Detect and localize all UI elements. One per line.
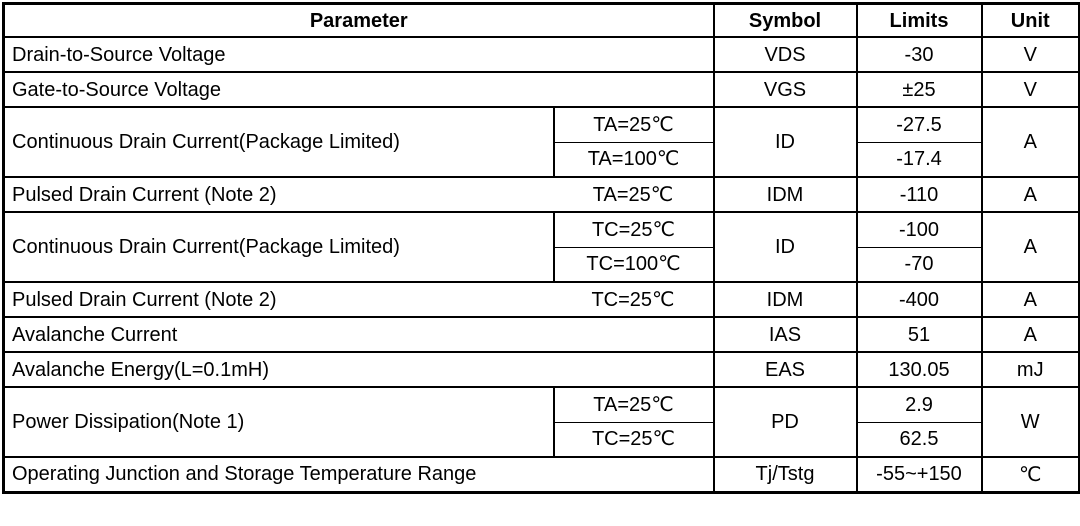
symbol-cell: ID <box>712 211 858 283</box>
limit-cell: 130.05 <box>855 351 983 388</box>
unit-cell: A <box>980 316 1080 353</box>
parameter-cell: Gate-to-Source Voltage <box>2 71 715 108</box>
condition-cell: TC=25℃ <box>552 211 715 248</box>
limit-cell: 51 <box>855 316 983 353</box>
parameter-cell: Drain-to-Source Voltage <box>2 36 715 73</box>
table-row-idm-ta: Pulsed Drain Current (Note 2) TA=25℃ IDM… <box>2 176 1080 213</box>
parameter-cell: Operating Junction and Storage Temperatu… <box>2 456 715 493</box>
limit-cell: -30 <box>855 36 983 73</box>
table-row-id-tc-100: TC=100℃ -70 <box>4 246 1080 283</box>
limit-cell: -400 <box>855 281 983 318</box>
column-header-limits: Limits <box>855 2 983 38</box>
table-row-ias: Avalanche Current IAS 51 A <box>2 316 1080 353</box>
condition-cell: TC=100℃ <box>552 246 715 283</box>
maximum-ratings-table: Parameter Symbol Limits Unit Drain-to-So… <box>2 2 1080 494</box>
table-row-vgs: Gate-to-Source Voltage VGS ±25 V <box>2 71 1080 108</box>
column-header-parameter: Parameter <box>2 2 715 38</box>
unit-cell: A <box>980 281 1080 318</box>
parameter-cell: Continuous Drain Current(Package Limited… <box>2 211 555 283</box>
table-header-row: Parameter Symbol Limits Unit <box>2 2 1080 38</box>
unit-cell: mJ <box>980 351 1080 388</box>
limit-cell: -100 <box>855 211 983 248</box>
symbol-cell: Tj/Tstg <box>712 456 858 493</box>
table-row-pd-ta: Power Dissipation(Note 1) TA=25℃ PD 2.9 … <box>2 386 1080 458</box>
unit-cell: V <box>980 36 1080 73</box>
limit-cell: -27.5 <box>855 106 983 143</box>
symbol-cell: IDM <box>712 281 858 318</box>
condition-cell: TA=25℃ <box>553 176 715 213</box>
table-row-eas: Avalanche Energy(L=0.1mH) EAS 130.05 mJ <box>2 351 1080 388</box>
unit-cell: ℃ <box>980 456 1080 493</box>
limit-cell: -55~+150 <box>855 456 983 493</box>
condition-cell: TC=25℃ <box>553 281 715 318</box>
unit-cell: W <box>980 386 1080 458</box>
symbol-cell: EAS <box>712 351 858 388</box>
table-row-id-ta-100: TA=100℃ -17.4 <box>4 141 1080 178</box>
table-row-pd-tc: TC=25℃ 62.5 <box>4 421 1080 458</box>
table-row-id-tc-25: Continuous Drain Current(Package Limited… <box>2 211 1080 283</box>
symbol-cell: IDM <box>712 176 858 213</box>
limit-cell: -110 <box>855 176 983 213</box>
table-row-tjtstg: Operating Junction and Storage Temperatu… <box>2 456 1080 493</box>
limit-cell: 62.5 <box>855 421 983 458</box>
column-header-unit: Unit <box>980 2 1080 38</box>
condition-cell: TA=100℃ <box>552 141 715 178</box>
unit-cell: V <box>980 71 1080 108</box>
table-row-idm-tc: Pulsed Drain Current (Note 2) TC=25℃ IDM… <box>2 281 1080 318</box>
symbol-cell: VDS <box>712 36 858 73</box>
parameter-cell: Avalanche Current <box>2 316 715 353</box>
symbol-cell: ID <box>712 106 858 178</box>
limit-cell: -17.4 <box>855 141 983 178</box>
limit-cell: ±25 <box>855 71 983 108</box>
symbol-cell: IAS <box>712 316 858 353</box>
condition-cell: TC=25℃ <box>552 421 715 458</box>
unit-cell: A <box>980 106 1080 178</box>
unit-cell: A <box>980 211 1080 283</box>
parameter-cell: Pulsed Drain Current (Note 2) <box>2 281 554 318</box>
parameter-cell: Continuous Drain Current(Package Limited… <box>2 106 555 178</box>
symbol-cell: VGS <box>712 71 858 108</box>
limit-cell: -70 <box>855 246 983 283</box>
parameter-cell: Pulsed Drain Current (Note 2) <box>2 176 554 213</box>
condition-cell: TA=25℃ <box>552 106 715 143</box>
condition-cell: TA=25℃ <box>552 386 715 423</box>
unit-cell: A <box>980 176 1080 213</box>
table-row-id-ta-25: Continuous Drain Current(Package Limited… <box>2 106 1080 178</box>
limit-cell: 2.9 <box>855 386 983 423</box>
symbol-cell: PD <box>712 386 858 458</box>
column-header-symbol: Symbol <box>712 2 858 38</box>
table-row-vds: Drain-to-Source Voltage VDS -30 V <box>2 36 1080 73</box>
parameter-cell: Avalanche Energy(L=0.1mH) <box>2 351 715 388</box>
parameter-cell: Power Dissipation(Note 1) <box>2 386 555 458</box>
